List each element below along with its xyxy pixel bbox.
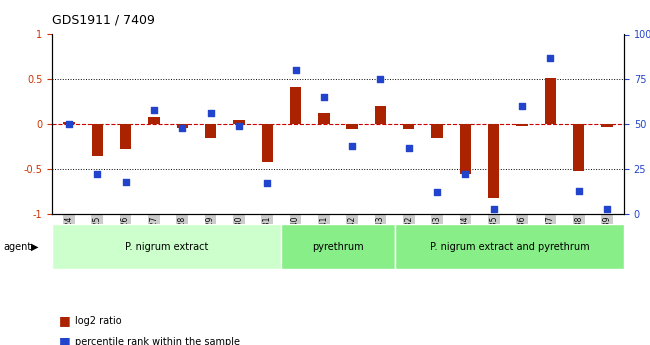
Bar xyxy=(573,124,584,171)
Point xyxy=(460,172,471,177)
Point xyxy=(120,179,131,184)
Point xyxy=(573,188,584,193)
Bar xyxy=(403,124,415,129)
Bar xyxy=(516,124,528,126)
Text: P. nigrum extract: P. nigrum extract xyxy=(125,242,208,252)
Point xyxy=(234,123,244,129)
Text: ■: ■ xyxy=(58,335,70,345)
Bar xyxy=(346,124,358,129)
Bar xyxy=(432,124,443,138)
Bar xyxy=(545,78,556,124)
FancyBboxPatch shape xyxy=(281,224,395,269)
Point xyxy=(64,121,74,127)
Point xyxy=(489,206,499,211)
Bar xyxy=(601,124,613,127)
Bar xyxy=(375,106,386,124)
Bar xyxy=(92,124,103,156)
Point xyxy=(262,181,272,186)
Bar xyxy=(460,124,471,174)
Bar xyxy=(488,124,499,198)
Point xyxy=(432,190,442,195)
Point xyxy=(375,77,385,82)
Bar xyxy=(233,120,244,124)
Text: percentile rank within the sample: percentile rank within the sample xyxy=(75,337,240,345)
Point xyxy=(318,95,329,100)
Point xyxy=(545,55,556,61)
Point xyxy=(205,111,216,116)
Bar xyxy=(63,122,75,124)
Point xyxy=(291,68,301,73)
Bar xyxy=(261,124,273,162)
Bar xyxy=(148,117,160,124)
Text: pyrethrum: pyrethrum xyxy=(312,242,364,252)
Bar xyxy=(318,114,330,124)
Point xyxy=(149,107,159,112)
Bar xyxy=(205,124,216,138)
Text: log2 ratio: log2 ratio xyxy=(75,316,122,326)
Point xyxy=(404,145,414,150)
Point xyxy=(347,143,358,148)
Text: GDS1911 / 7409: GDS1911 / 7409 xyxy=(52,14,155,27)
FancyBboxPatch shape xyxy=(395,224,624,269)
Point xyxy=(177,125,187,130)
Text: ■: ■ xyxy=(58,314,70,327)
Point xyxy=(602,206,612,211)
FancyBboxPatch shape xyxy=(52,224,281,269)
Point xyxy=(517,104,527,109)
Point xyxy=(92,172,103,177)
Bar xyxy=(120,124,131,149)
Text: ▶: ▶ xyxy=(31,242,39,252)
Text: P. nigrum extract and pyrethrum: P. nigrum extract and pyrethrum xyxy=(430,242,590,252)
Bar xyxy=(290,87,301,124)
Bar xyxy=(177,124,188,128)
Text: agent: agent xyxy=(3,242,31,252)
